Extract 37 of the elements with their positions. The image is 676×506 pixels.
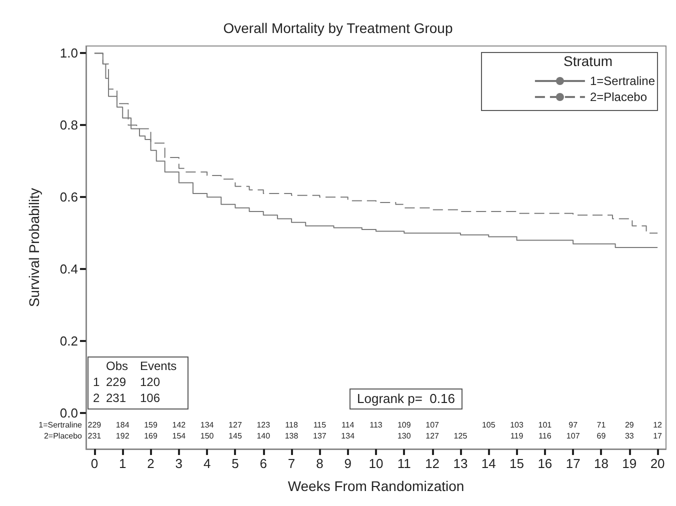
- y-tick-label: 1.0: [60, 46, 78, 61]
- x-tick-label: 15: [510, 456, 524, 471]
- legend-label: 1=Sertraline: [590, 74, 656, 88]
- x-tick-label: 13: [453, 456, 468, 471]
- text: 1=Sertraline 229 184 159 142 134 127 123 118 115 114 113 109 107 105 103 101 97 71 29 12: [38, 420, 662, 430]
- x-tick-label: 6: [260, 456, 267, 471]
- legend-label: 2=Placebo: [590, 90, 648, 104]
- x-tick-label: 11: [397, 456, 411, 471]
- x-tick-label: 14: [481, 456, 496, 471]
- x-tick-label: 2: [147, 456, 154, 471]
- x-tick-label: 10: [368, 456, 384, 471]
- x-tick-label: 4: [203, 456, 211, 471]
- x-tick-label: 19: [622, 456, 637, 471]
- x-tick-label: 9: [344, 456, 352, 471]
- y-tick-label: 0.4: [60, 262, 78, 277]
- x-tick-label: 17: [566, 456, 580, 471]
- legend-title: Stratum: [563, 53, 613, 69]
- text: Obs Events 1 229 120 2 231 106: [93, 359, 177, 406]
- y-tick-label: 0.8: [60, 118, 78, 133]
- x-axis-title: Weeks From Randomization: [288, 478, 464, 494]
- annotation: Logrank p= 0.16: [357, 391, 455, 406]
- chart-title: Overall Mortality by Treatment Group: [223, 20, 453, 36]
- x-tick-label: 12: [425, 456, 440, 471]
- x-tick-label: 3: [175, 456, 183, 471]
- x-tick-label: 16: [538, 456, 552, 471]
- x-tick-label: 1: [118, 456, 126, 471]
- y-tick-label: 0.2: [60, 334, 78, 349]
- y-tick-label: 0.0: [60, 406, 78, 421]
- y-axis-title: Survival Probability: [26, 188, 42, 308]
- x-tick-label: 8: [316, 456, 324, 471]
- x-tick-label: 5: [232, 456, 239, 471]
- text: 2=Placebo 231 192 169 154 150 145 140 138 137 134 130 127 125 119 116 107 69 33 17: [44, 432, 662, 441]
- x-tick-label: 20: [650, 456, 665, 471]
- x-tick-label: 7: [288, 456, 296, 471]
- y-tick-label: 0.6: [60, 190, 78, 205]
- x-tick-label: 0: [90, 456, 98, 471]
- x-tick-label: 18: [594, 456, 608, 471]
